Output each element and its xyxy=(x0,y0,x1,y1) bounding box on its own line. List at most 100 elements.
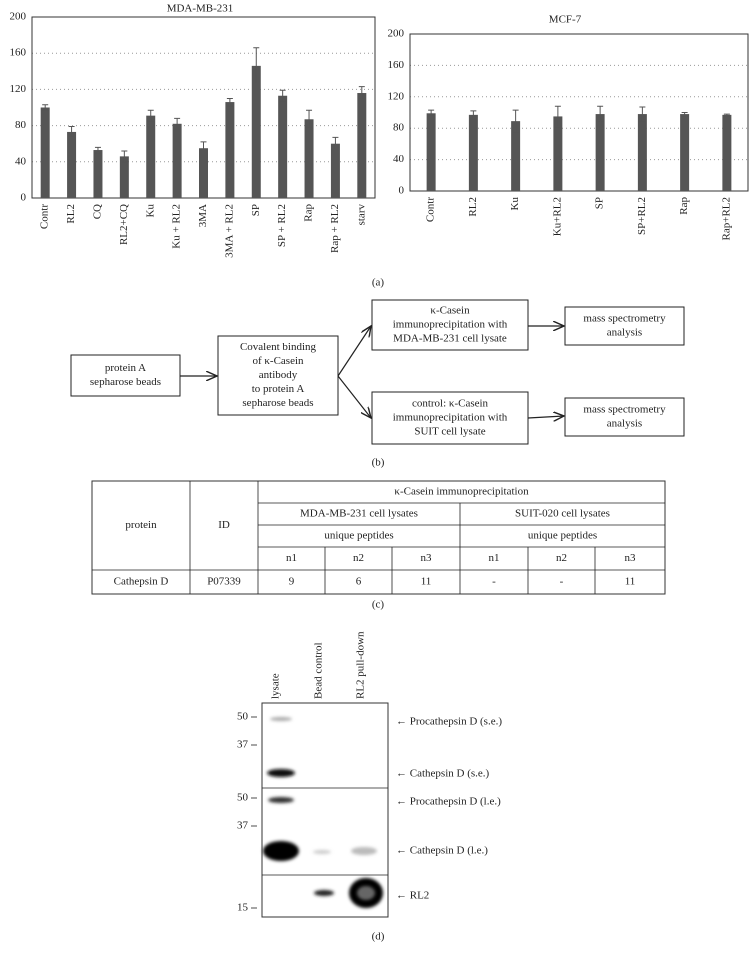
table-cell: n2 xyxy=(353,552,364,564)
plot-frame xyxy=(409,33,749,192)
y-tick-label: 40 xyxy=(15,155,27,167)
bar xyxy=(357,93,367,198)
bar xyxy=(225,102,235,198)
table-cell: - xyxy=(560,576,564,588)
error-bar xyxy=(42,104,49,111)
flow-box xyxy=(371,391,529,445)
flow-text: immunoprecipitation with xyxy=(393,412,508,424)
error-bar xyxy=(639,106,646,122)
table-cell: κ-Casein immunoprecipitation xyxy=(394,486,529,498)
flow-text: Covalent binding xyxy=(240,341,317,353)
table-cell: 11 xyxy=(421,576,432,588)
table-cell: n1 xyxy=(286,552,297,564)
error-bar xyxy=(681,112,688,117)
bar xyxy=(426,113,436,191)
table-cell: Cathepsin D xyxy=(114,576,169,588)
bar xyxy=(637,114,647,191)
y-tick-label: 80 xyxy=(393,122,405,134)
table-cell: ID xyxy=(218,519,230,531)
bar xyxy=(119,156,129,198)
x-tick-label: Rap + RL2 xyxy=(329,204,341,253)
panel-label: (c) xyxy=(372,599,385,611)
y-tick-label: 120 xyxy=(10,83,27,95)
panel-label: (a) xyxy=(372,277,385,289)
x-tick-label: Contr xyxy=(39,204,51,229)
flow-text: mass spectrometry xyxy=(583,313,666,325)
table-cell: MDA-MB-231 cell lysates xyxy=(300,508,418,520)
table-cell: 9 xyxy=(289,576,295,588)
table-cell: 6 xyxy=(356,576,362,588)
y-tick-label: 200 xyxy=(388,28,405,40)
table-frame xyxy=(91,480,666,595)
flow-text: MDA-MB-231 cell lysate xyxy=(393,333,507,345)
bar xyxy=(595,114,605,191)
flow-text: sepharose beads xyxy=(242,397,313,409)
x-tick-label: Ku xyxy=(509,197,521,211)
table-cell: P07339 xyxy=(207,576,241,588)
x-tick-label: RL2 xyxy=(65,204,77,224)
table-cell: n3 xyxy=(421,552,433,564)
error-bar xyxy=(174,117,181,130)
marker-label: 37 xyxy=(237,739,249,751)
error-bar xyxy=(253,47,260,85)
table-cell: - xyxy=(492,576,496,588)
x-tick-label: RL2 xyxy=(467,197,479,217)
error-bar xyxy=(723,113,730,117)
error-bar xyxy=(121,150,128,163)
lane-label: RL2 pull-down xyxy=(355,631,367,699)
bar xyxy=(67,131,77,198)
marker-label: 50 xyxy=(237,792,249,804)
table-cell: SUIT-020 cell lysates xyxy=(515,508,610,520)
chart-title: MDA-MB-231 xyxy=(167,3,234,15)
marker-label: 50 xyxy=(237,711,249,723)
marker-label: 37 xyxy=(237,820,249,832)
bar xyxy=(330,143,340,198)
bar xyxy=(199,148,208,198)
table-cell: protein xyxy=(125,519,157,531)
chart-title: MCF-7 xyxy=(549,14,582,26)
bar xyxy=(511,121,521,191)
x-tick-label: Ku + RL2 xyxy=(171,204,183,249)
panel-label: (b) xyxy=(372,457,385,469)
error-bar xyxy=(332,136,339,151)
x-tick-label: CQ xyxy=(91,204,103,219)
error-bar xyxy=(200,141,207,156)
y-tick-label: 0 xyxy=(399,185,405,197)
flow-box xyxy=(217,335,339,416)
flow-text: immunoprecipitation with xyxy=(393,319,508,331)
y-tick-label: 40 xyxy=(393,153,405,165)
flow-text: control: κ-Casein xyxy=(412,398,489,410)
bar xyxy=(722,114,732,191)
flow-text: analysis xyxy=(607,327,642,339)
panel-label: (d) xyxy=(372,931,385,943)
bar xyxy=(680,114,690,191)
flow-text: antibody xyxy=(259,369,298,381)
y-tick-label: 200 xyxy=(10,11,27,23)
error-bar xyxy=(226,97,233,107)
x-tick-label: starv xyxy=(355,204,367,226)
x-tick-label: Rap xyxy=(303,204,315,222)
band-label: ← Cathepsin D (l.e.) xyxy=(396,845,488,857)
band-highlight xyxy=(357,886,375,900)
x-tick-label: RL2+CQ xyxy=(118,204,130,245)
flow-box xyxy=(70,354,181,397)
lane-label: lysate xyxy=(270,673,282,699)
x-tick-label: SP+RL2 xyxy=(636,197,648,235)
flow-arrow xyxy=(337,326,371,377)
y-tick-label: 120 xyxy=(388,90,405,102)
table-cell: n1 xyxy=(489,552,500,564)
error-bar xyxy=(512,109,519,133)
bar xyxy=(304,119,314,198)
flow-text: SUIT cell lysate xyxy=(414,426,485,438)
flow-text: analysis xyxy=(607,418,642,430)
bar xyxy=(278,95,288,198)
error-bar xyxy=(279,89,286,102)
flow-text: κ-Casein xyxy=(430,305,470,317)
flow-box xyxy=(564,397,685,437)
error-bar xyxy=(147,109,154,122)
x-tick-label: Rap xyxy=(678,197,690,215)
error-bar xyxy=(428,109,435,117)
band-label: ← RL2 xyxy=(396,890,429,902)
y-tick-label: 0 xyxy=(21,192,27,204)
